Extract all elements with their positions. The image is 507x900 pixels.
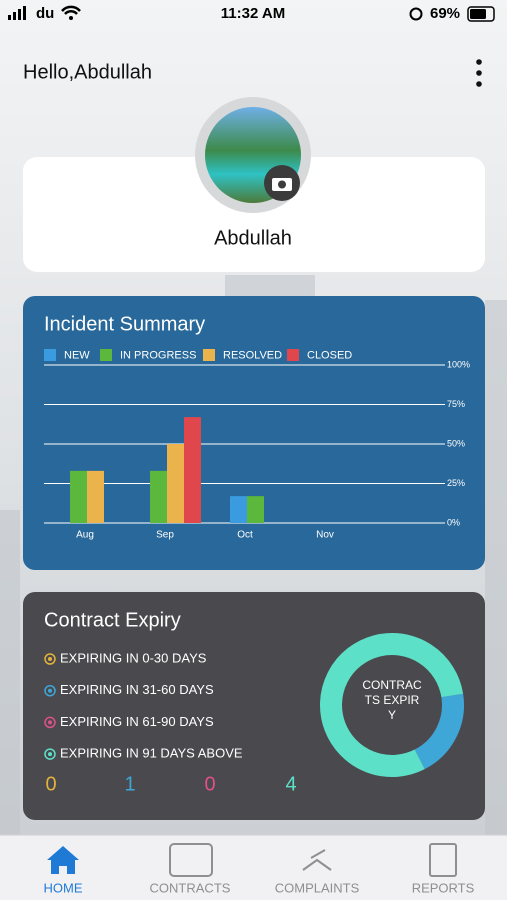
contract-list: EXPIRING IN 0-30 DAYS 0 EXPIRING IN 31-60 … (44, 633, 464, 795)
y-tick-label: 50% (447, 438, 465, 448)
bar (70, 470, 87, 523)
carrier: du (36, 5, 54, 22)
city-silhouette (0, 275, 507, 840)
tab-icon (429, 843, 457, 877)
battery-icon (467, 6, 495, 22)
camera-lens (278, 180, 286, 189)
expiry-label: EXPIRING IN 61-90 DAYS (60, 714, 214, 729)
bullet (48, 688, 52, 693)
tabs: HOME CONTRACTS COMPLAINTS REPORTS (44, 843, 475, 895)
x-tick-label: Sep (156, 530, 174, 541)
contract-title: Contract Expiry (44, 609, 181, 631)
expiry-label: EXPIRING IN 0-30 DAYS (60, 650, 207, 665)
bar (247, 496, 264, 523)
donut-center: CONTRACTS EXPIRY (362, 678, 422, 722)
bullet (48, 657, 52, 661)
expiry-count: 0 (204, 773, 215, 795)
wifi-dot (69, 16, 73, 20)
y-tick-label: 100% (447, 359, 470, 369)
tab-item[interactable]: HOME (44, 846, 83, 895)
profile-card (23, 157, 485, 272)
y-tick-label: 75% (447, 399, 465, 409)
donut-segment (320, 633, 464, 777)
menu-button[interactable] (476, 59, 482, 87)
greeting: Hello,Abdullah (23, 61, 152, 83)
bullet-ring (44, 748, 56, 760)
donut-segment (414, 693, 464, 770)
bar (87, 470, 104, 523)
tab-label: COMPLAINTS (275, 880, 360, 895)
tab-item[interactable]: COMPLAINTS (275, 849, 360, 895)
x-tick-label: Oct (237, 530, 253, 541)
bullet (48, 720, 52, 725)
y-tick-label: 25% (447, 478, 465, 488)
legend-swatch (203, 349, 215, 361)
legend-swatch (44, 349, 56, 361)
legend-swatch (100, 349, 112, 361)
tab-icon (302, 849, 332, 871)
tab-item[interactable]: CONTRACTS (150, 843, 231, 895)
expiry-count: 4 (285, 773, 296, 795)
bar (167, 444, 184, 523)
expiry-count: 0 (45, 773, 56, 795)
bullet-ring (44, 716, 56, 729)
donut-label: CONTRACTS EXPIRY (362, 678, 422, 722)
bullet-ring (44, 684, 56, 697)
tab-bar (0, 835, 507, 900)
x-tick-label: Aug (76, 530, 94, 541)
bullet-ring (44, 653, 56, 665)
rotation-lock (409, 7, 423, 21)
battery-percent: 69% (430, 5, 460, 22)
tab-icon (47, 846, 79, 874)
tab-label: REPORTS (412, 880, 475, 895)
tab-icon (169, 843, 213, 877)
bar (230, 496, 247, 523)
expiry-label: EXPIRING IN 31-60 DAYS (60, 682, 214, 697)
clock: 11:32 AM (221, 5, 285, 22)
legend-label: NEW (64, 349, 90, 361)
wifi-icon (61, 5, 81, 15)
tab-item[interactable]: REPORTS (412, 843, 475, 895)
bar (150, 470, 167, 523)
legend-label: RESOLVED (223, 349, 282, 361)
expiry-label: EXPIRING IN 91 DAYS ABOVE (60, 746, 243, 761)
incident-chart: NEW IN PROGRESS RESOLVED CLOSED 0% 25% 50% 75% 1… (44, 349, 470, 541)
chart-title: Incident Summary (44, 313, 205, 335)
legend-label: CLOSED (307, 349, 352, 361)
x-tick-label: Nov (316, 530, 334, 541)
bullet (48, 752, 52, 757)
profile-name: Abdullah (214, 227, 292, 249)
tab-label: HOME (44, 880, 83, 895)
expiry-count: 1 (124, 773, 135, 795)
bar (184, 417, 201, 523)
legend-label: IN PROGRESS (120, 349, 196, 361)
tab-label: CONTRACTS (150, 880, 231, 895)
y-tick-label: 0% (447, 517, 460, 527)
battery-level (470, 9, 486, 19)
legend-swatch (287, 349, 299, 361)
signal (8, 6, 26, 20)
